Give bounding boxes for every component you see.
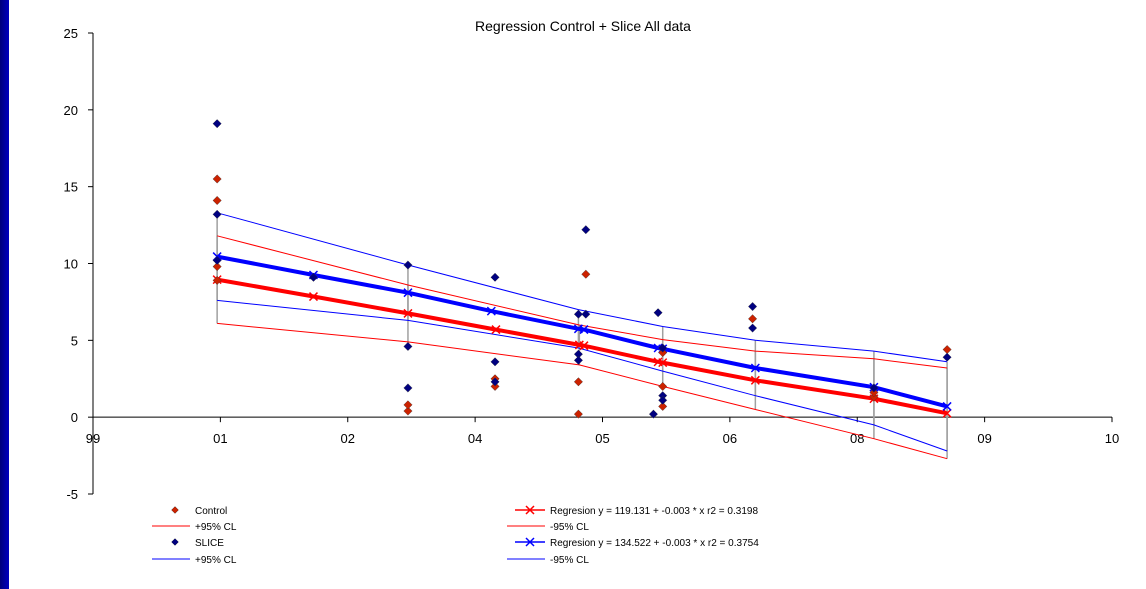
slice-point — [403, 341, 413, 351]
chart-title: Regression Control + Slice All data — [475, 18, 691, 34]
slice-point — [581, 225, 591, 235]
slice-point — [403, 260, 413, 270]
slice-point — [212, 255, 222, 265]
x-tick-label: 04 — [468, 431, 482, 446]
x-tick-label: 01 — [213, 431, 227, 446]
control_reg-marker — [942, 408, 952, 418]
slice-point — [212, 209, 222, 219]
control-point — [658, 401, 668, 411]
control-point — [212, 275, 222, 285]
control-point — [490, 381, 500, 391]
slice-point — [403, 383, 413, 393]
legend-marker — [171, 506, 179, 514]
slice-point — [748, 302, 758, 312]
slice-point — [490, 272, 500, 282]
x-tick-label: 08 — [850, 431, 864, 446]
legend-entry-slice_lo: -95% CL — [507, 555, 589, 566]
control-point — [748, 314, 758, 324]
y-tick-label: 10 — [64, 257, 78, 272]
slice_reg-marker — [579, 325, 589, 335]
slice-point — [573, 309, 583, 319]
legend-entry-slice_up: +95% CL — [152, 555, 237, 566]
series-points — [212, 119, 952, 419]
error-bars — [216, 212, 948, 459]
legend-label: Regresion y = 134.522 + -0.003 * x r2 = … — [550, 538, 759, 549]
legend-label: Control — [195, 506, 227, 517]
control_reg-marker — [308, 292, 319, 302]
slice-point — [942, 352, 952, 362]
legend-label: Regresion y = 119.131 + -0.003 * x r2 = … — [550, 506, 758, 517]
control-point — [581, 269, 591, 279]
control_reg-marker — [579, 341, 589, 351]
y-tick-label: -5 — [66, 487, 78, 502]
y-tick-label: 0 — [71, 410, 78, 425]
x-tick-label: 05 — [595, 431, 609, 446]
legend-entry-slice: SLICE — [171, 538, 224, 549]
control_reg-marker — [658, 358, 668, 368]
x-tick-label: 10 — [1105, 431, 1119, 446]
legend-entry-control_lo: -95% CL — [507, 522, 589, 533]
legend-entry-control_up: +95% CL — [152, 522, 237, 533]
control_reg-marker — [750, 375, 760, 385]
x-tick-label: 99 — [86, 431, 100, 446]
legend-label: -95% CL — [550, 522, 589, 533]
y-tick-label: 5 — [71, 333, 78, 348]
legend-marker — [525, 505, 535, 515]
control-point — [658, 348, 668, 358]
legend-entry-control_reg: Regresion y = 119.131 + -0.003 * x r2 = … — [515, 505, 758, 517]
control_reg-marker — [491, 325, 501, 335]
series-lines — [216, 212, 948, 460]
slice-point — [653, 308, 663, 318]
control-point — [942, 345, 952, 355]
slice-point — [869, 383, 879, 393]
slice-point — [212, 119, 222, 129]
legend-entry-slice_reg: Regresion y = 134.522 + -0.003 * x r2 = … — [515, 537, 759, 549]
control-point — [403, 400, 413, 410]
slice_reg-marker — [942, 401, 952, 411]
slice_reg-marker — [486, 306, 496, 316]
control_reg-marker — [403, 308, 413, 318]
slice-point — [581, 309, 591, 319]
control-point — [403, 406, 413, 416]
slice-point — [308, 272, 318, 282]
control-point — [869, 392, 879, 402]
x-tick-label: 06 — [723, 431, 737, 446]
slice_reg-marker — [403, 288, 413, 298]
slice-point — [490, 357, 500, 367]
legend-label: SLICE — [195, 538, 224, 549]
control_up-line — [216, 235, 948, 369]
slice-point — [648, 409, 658, 419]
control-point — [658, 381, 668, 391]
slice_lo-line — [217, 299, 948, 452]
slice-point — [658, 343, 668, 353]
legend-label: +95% CL — [195, 555, 237, 566]
legend-marker — [171, 538, 179, 546]
control-point — [573, 409, 583, 419]
slice_reg-marker — [750, 363, 760, 373]
y-tick-label: 20 — [64, 103, 78, 118]
slice-point — [748, 323, 758, 333]
control-point — [869, 388, 879, 398]
legend-marker — [525, 537, 535, 547]
slice-point — [658, 395, 668, 405]
legend-label: -95% CL — [550, 555, 589, 566]
legend-entry-control: Control — [171, 506, 227, 517]
control_reg-line — [216, 277, 948, 416]
control-point — [573, 377, 583, 387]
control-point — [212, 196, 222, 205]
legend-label: +95% CL — [195, 522, 237, 533]
slice-point — [573, 355, 583, 365]
control-point — [212, 262, 222, 272]
chart-area — [9, 0, 1146, 589]
legend: Control Regresion y = 119.131 + -0.003 * … — [152, 505, 759, 566]
slice_up-line — [216, 212, 948, 363]
x-tick-label: 09 — [977, 431, 991, 446]
x-tick-label: 02 — [341, 431, 355, 446]
control-point — [212, 174, 222, 184]
y-tick-label: 15 — [64, 180, 78, 195]
y-tick-label: 25 — [64, 26, 78, 41]
slice-point — [490, 377, 500, 387]
